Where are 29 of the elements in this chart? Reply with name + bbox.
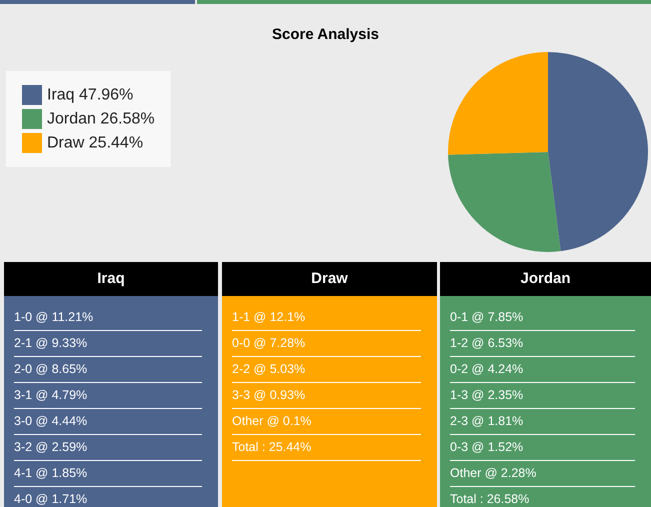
text: 0-1 @ 7.85% (450, 306, 635, 331)
text: Jordan (440, 262, 651, 296)
text: Total : 26.58% (450, 488, 635, 507)
text: Iraq (4, 262, 218, 296)
text: 2-2 @ 5.03% (232, 358, 421, 383)
legend-label: Jordan 26.58% (47, 110, 155, 128)
text: 1-1 @ 12.1% (232, 306, 421, 331)
text: 3-0 @ 4.44% (14, 410, 202, 435)
text: 3-1 @ 4.79% (14, 384, 202, 409)
text: 1-0 @ 11.21% (14, 306, 202, 331)
text: 1-2 @ 6.53% (450, 332, 635, 357)
text: Other @ 2.28% (450, 462, 635, 487)
text: 4-1 @ 1.85% (14, 462, 202, 487)
text: Total : 25.44% (232, 436, 421, 461)
text: 2-3 @ 1.81% (450, 410, 635, 435)
text: 4-0 @ 1.71% (14, 488, 202, 507)
text: Draw (222, 262, 437, 296)
text: 3-2 @ 2.59% (14, 436, 202, 461)
text: 2-0 @ 8.65% (14, 358, 202, 383)
legend-label: Iraq 47.96% (47, 86, 134, 104)
text: 0-2 @ 4.24% (450, 358, 635, 383)
chart-title: Score Analysis (272, 26, 379, 43)
text: 0-3 @ 1.52% (450, 436, 635, 461)
text: 0-0 @ 7.28% (232, 332, 421, 357)
text: 3-3 @ 0.93% (232, 384, 421, 409)
text: 2-1 @ 9.33% (14, 332, 202, 357)
legend-label: Draw 25.44% (47, 134, 144, 152)
text: Other @ 0.1% (232, 410, 421, 435)
text: 1-3 @ 2.35% (450, 384, 635, 409)
